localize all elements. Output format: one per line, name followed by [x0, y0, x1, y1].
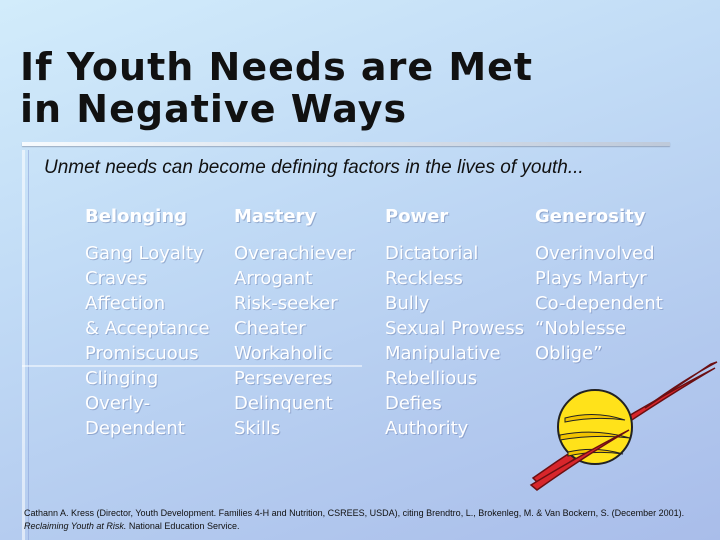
- column-heading: Mastery: [234, 206, 317, 227]
- column-item: Sexual Prowess: [385, 318, 525, 339]
- column-item: Craves: [85, 268, 148, 289]
- planet-stripe: [559, 431, 631, 441]
- column-item: Skills: [234, 418, 281, 439]
- citation-publisher: National Education Service.: [126, 521, 240, 531]
- column-heading: Generosity: [535, 206, 646, 227]
- slide-title: If Youth Needs are Met in Negative Ways: [20, 46, 660, 130]
- column-item: Plays Martyr: [535, 268, 647, 289]
- planet-stripe: [567, 448, 624, 457]
- column-item: Clinging: [85, 368, 159, 389]
- decorative-vertical-bar: [22, 150, 25, 540]
- column-item: Workaholic: [234, 343, 333, 364]
- column-item: Cheater: [234, 318, 306, 339]
- decorative-vertical-line: [28, 150, 29, 540]
- column-item: Delinquent: [234, 393, 333, 414]
- citation-text: Cathann A. Kress (Director, Youth Develo…: [24, 508, 685, 518]
- column-item: Authority: [385, 418, 469, 439]
- column-item: Oblige”: [535, 343, 603, 364]
- column-generosity: Generosity Overinvolved Plays Martyr Co-…: [535, 205, 685, 441]
- column-item: & Acceptance: [85, 318, 210, 339]
- column-item: Defies: [385, 393, 442, 414]
- column-heading: Power: [385, 206, 449, 227]
- column-item: Manipulative: [385, 343, 501, 364]
- column-item: Perseveres: [234, 368, 333, 389]
- slide-title-line-2: in Negative Ways: [20, 87, 408, 131]
- column-item: “Noblesse: [535, 318, 627, 339]
- column-item: Overachiever: [234, 243, 355, 264]
- planet-body: [557, 389, 633, 465]
- decorative-horizontal-line: [22, 365, 362, 367]
- column-power: Power Dictatorial Reckless Bully Sexual …: [385, 205, 535, 441]
- column-item: Risk-seeker: [234, 293, 338, 314]
- column-item: Affection: [85, 293, 166, 314]
- slide-subtitle: Unmet needs can become defining factors …: [44, 157, 584, 178]
- column-item: Bully: [385, 293, 430, 314]
- column-item: Co-dependent: [535, 293, 663, 314]
- planet-stripe: [564, 414, 626, 423]
- source-citation: Cathann A. Kress (Director, Youth Develo…: [24, 507, 704, 533]
- ring-front: [529, 361, 718, 491]
- slide-title-line-1: If Youth Needs are Met: [20, 45, 534, 89]
- column-mastery: Mastery Overachiever Arrogant Risk-seeke…: [234, 205, 385, 441]
- column-item: Dictatorial: [385, 243, 479, 264]
- citation-book-title: Reclaiming Youth at Risk.: [24, 521, 127, 531]
- saturn-clipart-icon: [529, 361, 718, 491]
- column-item: Arrogant: [234, 268, 313, 289]
- column-item: Gang Loyalty: [85, 243, 204, 264]
- column-item: Overinvolved: [535, 243, 655, 264]
- column-heading: Belonging: [85, 206, 188, 227]
- column-item: Rebellious: [385, 368, 478, 389]
- column-belonging: Belonging Gang Loyalty Craves Affection …: [85, 205, 234, 441]
- column-item: Promiscuous: [85, 343, 199, 364]
- title-underline: [22, 142, 670, 146]
- column-item: Dependent: [85, 418, 185, 439]
- column-item: Overly-: [85, 393, 151, 414]
- needs-columns: Belonging Gang Loyalty Craves Affection …: [85, 205, 685, 441]
- column-item: Reckless: [385, 268, 463, 289]
